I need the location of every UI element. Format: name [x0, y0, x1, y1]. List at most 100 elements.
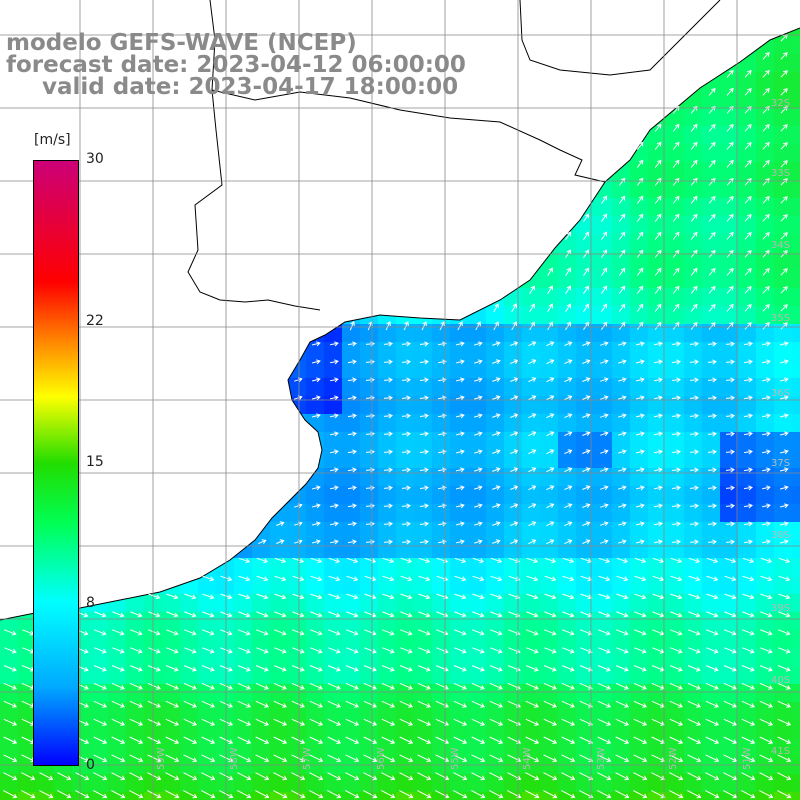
- wind-arrow: [256, 575, 269, 582]
- wind-arrow: [544, 557, 557, 564]
- wind-arrow: [726, 321, 734, 330]
- wind-arrow: [147, 700, 161, 708]
- wind-arrow: [309, 736, 324, 744]
- wind-speed-cell: [774, 558, 793, 577]
- wind-speed-cell: [630, 648, 649, 667]
- map-title-valid-date: valid date: 2023-04-17 18:00:00: [42, 74, 459, 100]
- wind-arrow: [546, 521, 555, 527]
- wind-speed-cell: [252, 594, 271, 613]
- wind-speed-cell: [360, 576, 379, 595]
- wind-speed-cell: [198, 594, 217, 613]
- wind-speed-cell: [576, 684, 595, 703]
- wind-speed-cell: [666, 648, 685, 667]
- wind-arrow: [147, 790, 162, 799]
- wind-arrow: [129, 772, 144, 781]
- wind-speed-cell: [486, 648, 505, 667]
- wind-speed-cell: [756, 576, 775, 595]
- wind-speed-cell: [540, 450, 559, 469]
- wind-speed-cell: [90, 792, 109, 800]
- wind-arrow: [489, 736, 504, 744]
- wind-speed-cell: [486, 684, 505, 703]
- wind-speed-cell: [216, 594, 235, 613]
- wind-arrow: [779, 467, 789, 473]
- wind-speed-cell: [396, 684, 415, 703]
- wind-arrow: [328, 611, 341, 618]
- wind-arrow: [670, 611, 683, 618]
- wind-arrow: [309, 700, 323, 708]
- wind-arrow: [618, 413, 627, 419]
- wind-arrow: [292, 629, 305, 636]
- wind-speed-cell: [720, 180, 739, 199]
- wind-speed-cell: [720, 504, 739, 523]
- wind-speed-cell: [576, 720, 595, 739]
- wind-arrow: [597, 682, 611, 690]
- wind-speed-cell: [342, 720, 361, 739]
- wind-speed-cell: [486, 738, 505, 757]
- wind-speed-cell: [378, 774, 397, 793]
- wind-arrow: [346, 557, 359, 564]
- wind-arrow: [547, 303, 553, 313]
- wind-arrow: [672, 267, 680, 276]
- wind-speed-cell: [684, 684, 703, 703]
- wind-arrow: [417, 736, 432, 744]
- wind-arrow: [672, 123, 680, 132]
- wind-speed-cell: [216, 738, 235, 757]
- wind-arrow: [543, 718, 558, 726]
- wind-arrow: [725, 449, 735, 455]
- wind-speed-cell: [648, 504, 667, 523]
- wind-speed-cell: [756, 414, 775, 433]
- wind-speed-cell: [774, 684, 793, 703]
- wind-arrow: [274, 557, 287, 564]
- wind-arrow: [435, 754, 450, 763]
- wind-speed-cell: [666, 720, 685, 739]
- wind-arrow: [779, 413, 789, 419]
- wind-speed-cell: [378, 450, 397, 469]
- wind-speed-cell: [630, 432, 649, 451]
- wind-arrow: [201, 700, 215, 708]
- wind-arrow: [292, 647, 305, 654]
- wind-speed-cell: [774, 216, 793, 235]
- wind-speed-cell: [522, 720, 541, 739]
- wind-arrow: [399, 772, 414, 781]
- wind-speed-cell: [738, 90, 757, 109]
- wind-speed-cell: [306, 612, 325, 631]
- wind-speed-cell: [792, 234, 800, 253]
- wind-speed-cell: [684, 108, 703, 127]
- wind-arrow: [364, 557, 377, 564]
- wind-arrow: [311, 413, 321, 419]
- wind-speed-cell: [756, 90, 775, 109]
- wind-arrow: [526, 611, 539, 618]
- wind-arrow: [489, 790, 504, 799]
- wind-arrow: [779, 521, 789, 527]
- wind-speed-cell: [792, 288, 800, 307]
- wind-arrow: [383, 485, 393, 491]
- wind-arrow: [258, 539, 267, 545]
- wind-speed-cell: [324, 522, 343, 541]
- wind-speed-cell: [702, 306, 721, 325]
- wind-speed-cell: [684, 666, 703, 685]
- wind-speed-cell: [468, 396, 487, 415]
- wind-arrow: [654, 503, 663, 509]
- wind-arrow: [618, 341, 627, 347]
- wind-speed-cell: [666, 144, 685, 163]
- wind-arrow: [475, 321, 481, 331]
- wind-arrow: [634, 629, 647, 636]
- wind-arrow: [93, 790, 108, 799]
- wind-speed-cell: [612, 432, 631, 451]
- wind-speed-cell: [270, 792, 289, 800]
- wind-speed-cell: [648, 396, 667, 415]
- wind-speed-cell: [36, 774, 55, 793]
- wind-speed-cell: [738, 270, 757, 289]
- wind-speed-cell: [468, 378, 487, 397]
- wind-speed-cell: [756, 684, 775, 703]
- wind-arrow: [562, 647, 575, 654]
- wind-arrow: [688, 629, 701, 636]
- wind-speed-cell: [306, 684, 325, 703]
- wind-arrow: [202, 611, 215, 618]
- wind-speed-cell: [774, 450, 793, 469]
- wind-arrow: [580, 611, 593, 618]
- wind-speed-cell: [612, 198, 631, 217]
- wind-arrow: [274, 593, 287, 600]
- wind-speed-cell: [702, 666, 721, 685]
- wind-speed-cell: [360, 738, 379, 757]
